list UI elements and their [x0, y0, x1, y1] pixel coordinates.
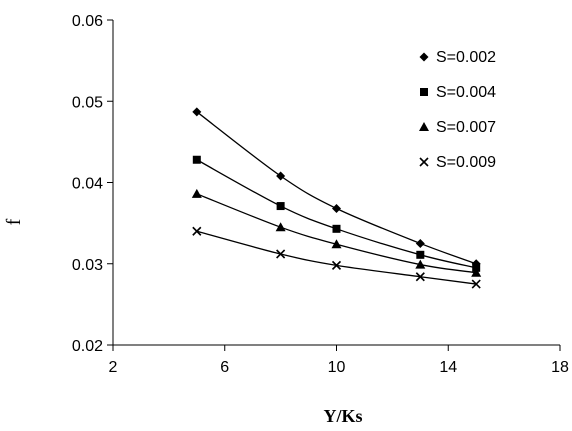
- x-marker-stroke: [331, 260, 342, 270]
- x-tick-label: 2: [109, 359, 118, 376]
- data-point-square: [276, 202, 285, 211]
- legend-item: S=0.002: [419, 49, 496, 66]
- x-tick-label: 10: [328, 359, 346, 376]
- data-point-square: [416, 250, 425, 259]
- x-axis-title: Y/Ks: [323, 406, 362, 426]
- data-point-triangle: [419, 122, 429, 131]
- data-point-diamond: [276, 171, 286, 181]
- data-point-square: [192, 155, 201, 164]
- data-point-triangle: [275, 222, 286, 232]
- data-point-diamond: [415, 238, 425, 248]
- y-tick-label: 0.02: [72, 338, 103, 355]
- data-point-x: [331, 260, 342, 270]
- series-line: [196, 230, 477, 285]
- legend-label: S=0.007: [436, 119, 496, 136]
- x-marker-stroke: [276, 249, 286, 259]
- legend-item: S=0.009: [419, 154, 496, 171]
- y-tick-label: 0.06: [72, 13, 103, 30]
- series-s-0-007: [191, 188, 482, 277]
- x-marker-stroke: [419, 157, 429, 167]
- series-s-0-004: [192, 155, 481, 272]
- data-point-x: [419, 157, 429, 167]
- series-layer: [191, 107, 482, 289]
- data-point-x: [415, 272, 425, 282]
- legend-item: S=0.007: [419, 119, 496, 136]
- series-s-0-002: [192, 107, 481, 269]
- legend-label: S=0.004: [436, 84, 496, 101]
- data-point-square: [420, 88, 428, 96]
- x-marker-stroke: [471, 279, 481, 289]
- y-axis-title: f: [3, 218, 25, 225]
- x-marker-stroke: [415, 272, 425, 282]
- x-tick-label: 18: [551, 359, 569, 376]
- x-tick-label: 6: [220, 359, 229, 376]
- legend: S=0.002 S=0.004 S=0.007 S=0.009: [419, 49, 496, 171]
- data-point-x: [192, 226, 202, 236]
- data-point-x: [276, 249, 286, 259]
- series-line: [196, 159, 477, 269]
- y-tick-label: 0.04: [72, 176, 103, 193]
- series-s-0-009: [192, 226, 481, 289]
- data-point-triangle: [191, 188, 202, 198]
- data-point-triangle: [415, 259, 426, 269]
- data-point-diamond: [419, 52, 429, 62]
- data-point-diamond: [192, 107, 202, 117]
- data-point-diamond: [332, 204, 341, 213]
- data-point-x: [471, 279, 481, 289]
- data-point-square: [332, 224, 341, 233]
- legend-label: S=0.002: [436, 49, 496, 66]
- data-point-triangle: [331, 239, 342, 249]
- x-marker-stroke: [192, 226, 202, 236]
- axes: 0.02 0.03 0.04 0.05 0.06 2 6 10 14 18: [72, 13, 569, 376]
- y-tick-label: 0.05: [72, 94, 103, 111]
- legend-label: S=0.009: [436, 154, 496, 171]
- x-tick-label: 14: [439, 359, 457, 376]
- y-tick-label: 0.03: [72, 257, 103, 274]
- data-point-triangle: [471, 267, 482, 277]
- legend-item: S=0.004: [420, 84, 496, 101]
